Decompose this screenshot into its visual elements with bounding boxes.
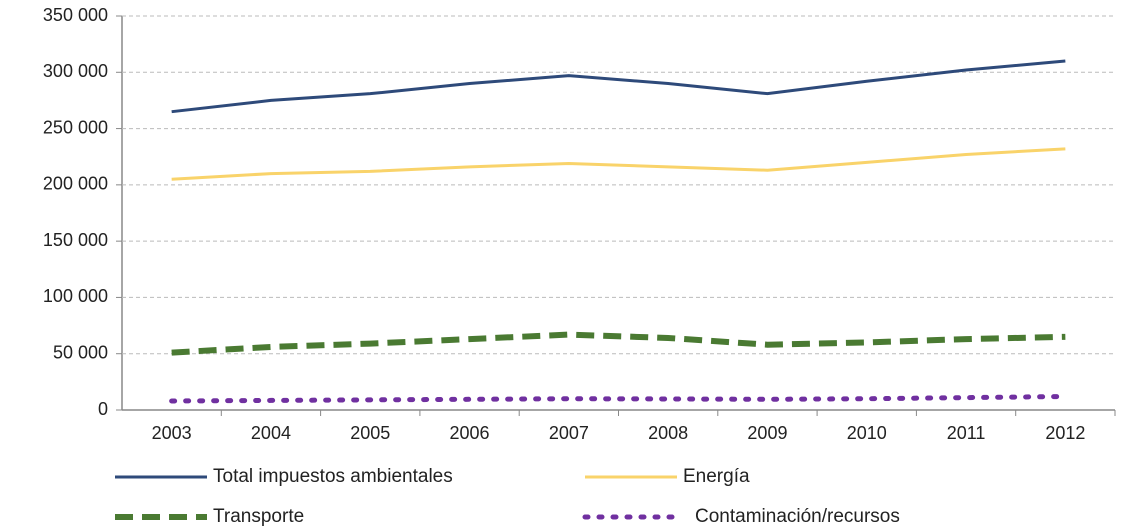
x-tick-label: 2011 [947, 423, 986, 443]
y-tick-label: 200 000 [43, 174, 108, 194]
series-line [171, 147, 1066, 181]
legend-label: Transporte [213, 506, 304, 527]
series-line [171, 331, 1066, 356]
x-tick-label: 2003 [152, 423, 192, 443]
legend-label: Energía [683, 466, 750, 487]
x-tick-label: 2008 [648, 423, 688, 443]
y-tick-label: 150 000 [43, 230, 108, 250]
legend-label: Total impuestos ambientales [213, 466, 453, 487]
y-tick-label: 50 000 [53, 342, 108, 362]
x-tick-label: 2012 [1045, 423, 1085, 443]
legend-label: Contaminación/recursos [695, 506, 900, 527]
y-tick-label: 300 000 [43, 61, 108, 81]
x-tick-label: 2004 [251, 423, 291, 443]
y-tick-label: 0 [98, 399, 108, 419]
y-tick-label: 250 000 [43, 117, 108, 137]
x-tick-label: 2009 [747, 423, 787, 443]
x-tick-label: 2010 [847, 423, 887, 443]
y-tick-label: 350 000 [43, 5, 108, 25]
series-line [171, 59, 1066, 114]
y-tick-label: 100 000 [43, 286, 108, 306]
x-tick-label: 2005 [350, 423, 390, 443]
series-line [169, 393, 1068, 404]
x-tick-label: 2006 [450, 423, 490, 443]
x-tick-label: 2007 [549, 423, 589, 443]
